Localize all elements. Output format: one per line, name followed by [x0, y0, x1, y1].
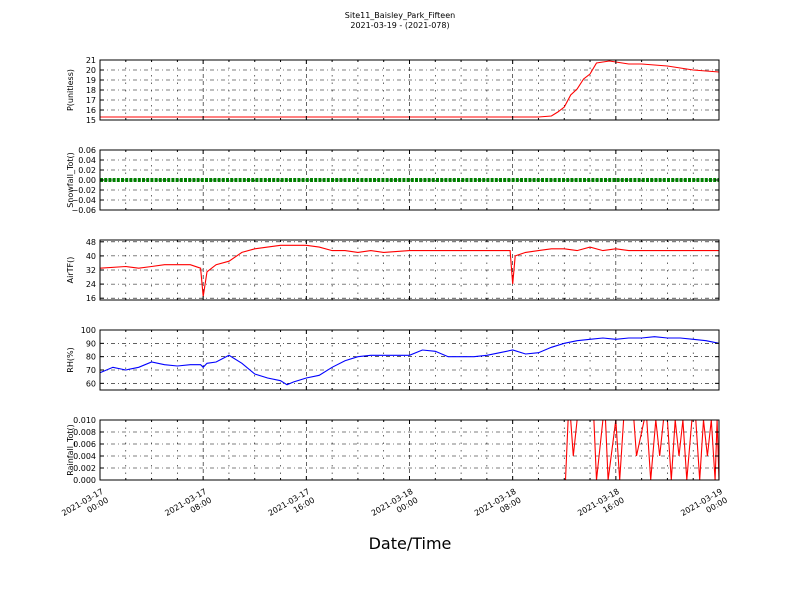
- y-tick-label: 70: [86, 366, 96, 375]
- y-axis-label: RH(%): [66, 347, 75, 372]
- panel-3: 16 24 32 40 48 AirTF(): [66, 238, 720, 303]
- panel-5: 0.000 0.002 0.004 0.006 0.008 0.010Rainfall_T…: [66, 416, 720, 485]
- figure-title: Site11_Baisley_Park_Fifteen 2021-03-19 -…: [0, 11, 800, 31]
- x-tick-label: 2021-03-1700:00: [60, 487, 110, 527]
- y-tick-label: 0.006: [73, 440, 96, 449]
- y-tick-label: 19: [86, 76, 96, 85]
- y-tick-label: 17: [86, 96, 96, 105]
- y-tick-label: 0.002: [73, 464, 96, 473]
- x-tick-label: 2021-03-1716:00: [267, 487, 317, 527]
- y-tick-label: 32: [86, 266, 96, 275]
- y-axis-label: Rainfall_Tot(): [66, 424, 75, 476]
- x-tick-label: 2021-03-1808:00: [473, 487, 523, 527]
- y-tick-label: 60: [86, 379, 96, 388]
- y-tick-label: 0.06: [78, 146, 96, 155]
- y-tick-label: 24: [86, 280, 96, 289]
- y-tick-label: 90: [86, 339, 96, 348]
- y-tick-label: 48: [86, 238, 96, 247]
- x-tick-label: 2021-03-1816:00: [576, 487, 626, 527]
- panel-4: 60 70 80 90 100 RH(%): [66, 326, 720, 391]
- x-tick-label: 2021-03-1800:00: [370, 487, 420, 527]
- x-tick-label: 2021-03-1708:00: [163, 487, 213, 527]
- y-axis-label: AirTF(): [66, 257, 75, 284]
- y-tick-label: 16: [86, 106, 96, 115]
- y-tick-label: 21: [86, 56, 96, 65]
- y-axis-label: Snowfall_Tot(): [66, 152, 75, 208]
- y-tick-label: −0.02: [71, 186, 96, 195]
- y-tick-label: −0.06: [71, 206, 96, 215]
- panel-2: −0.06−0.04−0.020.000.020.040.06Snowfall_…: [66, 146, 720, 215]
- y-tick-label: 0.02: [78, 166, 96, 175]
- x-axis-label: Date/Time: [368, 534, 452, 553]
- y-tick-label: 16: [86, 294, 96, 303]
- y-tick-label: −0.04: [71, 196, 96, 205]
- y-tick-label: 0.008: [73, 428, 96, 437]
- y-tick-label: 0.00: [78, 176, 96, 185]
- y-axis-label: P(unitless): [66, 69, 75, 111]
- x-tick-label: 2021-03-1900:00: [679, 487, 729, 527]
- y-tick-label: 20: [86, 66, 96, 75]
- figure-title-line1: Site11_Baisley_Park_Fifteen: [344, 11, 456, 20]
- figure-title-line2: 2021-03-19 - (2021-078): [350, 21, 450, 30]
- y-tick-label: 80: [86, 353, 96, 362]
- y-tick-label: 0.04: [78, 156, 96, 165]
- y-tick-label: 18: [86, 86, 96, 95]
- y-tick-label: 15: [86, 116, 96, 125]
- series-line: [100, 60, 720, 118]
- y-tick-label: 40: [86, 252, 96, 261]
- series-line: [99, 244, 719, 297]
- y-tick-label: 0.004: [73, 452, 96, 461]
- y-tick-label: 100: [81, 326, 96, 335]
- y-tick-label: 0.010: [73, 416, 96, 425]
- y-tick-label: 0.000: [73, 476, 96, 485]
- series-line: [99, 336, 720, 386]
